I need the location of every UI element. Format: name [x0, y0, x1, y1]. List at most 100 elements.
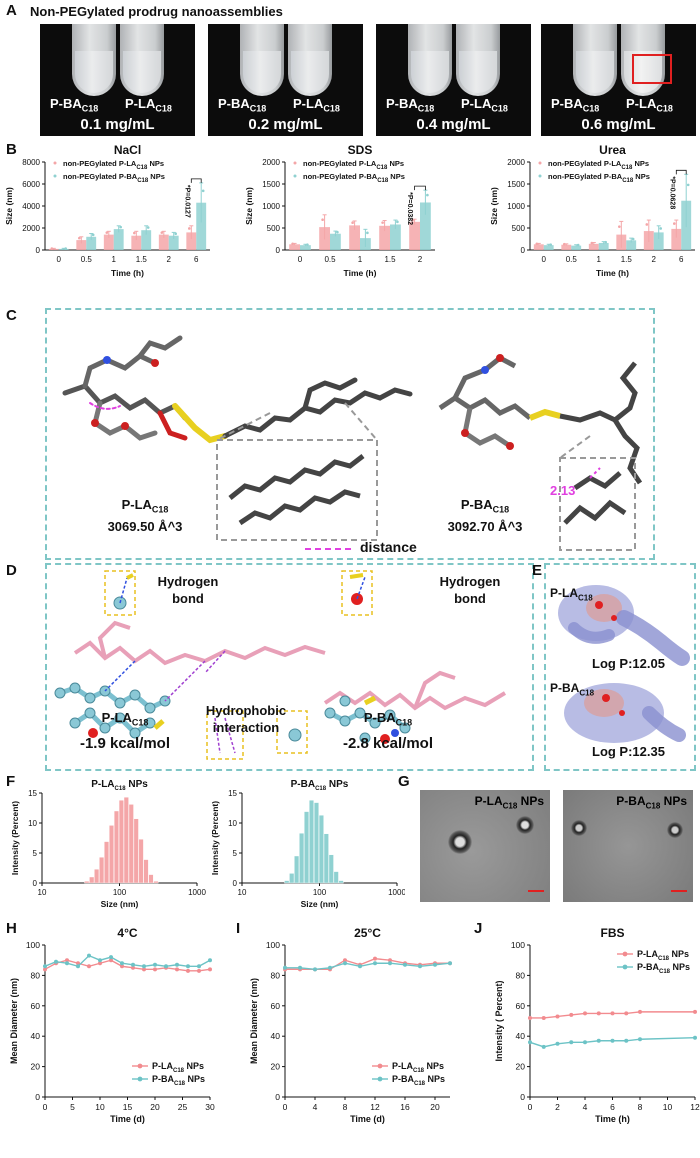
- x-tick-label: 0: [57, 255, 62, 264]
- bar: [131, 235, 142, 250]
- y-tick-label: 10: [28, 819, 37, 828]
- x-tick-label: 100: [113, 888, 127, 897]
- data-point: [336, 230, 339, 234]
- data-point: [555, 1014, 560, 1019]
- pla-binding-energy: -1.9 kcal/mol: [79, 735, 171, 752]
- y-tick-label: 0: [520, 1092, 525, 1102]
- x-tick-label: 8: [343, 1102, 348, 1112]
- data-point: [411, 218, 414, 222]
- data-point: [109, 958, 113, 963]
- y-tick-label: 20: [31, 1062, 41, 1072]
- x-tick-label: 2: [167, 255, 172, 264]
- y-tick-label: 100: [26, 940, 40, 950]
- vial-label-pba: P-BAC18: [551, 96, 600, 114]
- data-point: [366, 231, 369, 235]
- histogram-bar: [143, 859, 149, 884]
- y-tick-label: 500: [267, 224, 281, 233]
- data-point: [208, 958, 212, 963]
- data-point: [64, 247, 67, 250]
- y-tick-label: 20: [516, 1062, 526, 1072]
- bar: [186, 232, 197, 250]
- x-axis-label: Size (nm): [101, 899, 139, 909]
- x-axis-label: Size (nm): [301, 899, 339, 909]
- histogram-bar: [104, 841, 110, 884]
- series-line: [44, 959, 211, 972]
- vial-photo: P-BAC18 P-LAC18 0.2 mg/mL: [208, 24, 363, 136]
- x-tick-label: 6: [194, 255, 199, 264]
- data-point: [175, 967, 179, 972]
- data-point: [569, 1012, 574, 1017]
- vial-label-pba: P-BAC18: [50, 96, 99, 114]
- precipitate-highlight: [632, 54, 672, 84]
- y-axis-label: Mean Diameter (nm): [249, 978, 259, 1064]
- concentration-label: 0.2 mg/mL: [248, 116, 323, 133]
- data-point: [120, 964, 124, 969]
- histogram-bar: [328, 854, 334, 884]
- panel-label-e: E: [532, 562, 543, 579]
- bar: [113, 229, 124, 250]
- tem-particle: [667, 822, 683, 838]
- histogram-bar: [99, 856, 105, 884]
- y-tick-label: 10: [228, 819, 237, 828]
- data-point: [131, 962, 135, 967]
- x-tick-label: 100: [313, 888, 327, 897]
- data-point: [43, 964, 47, 969]
- bar: [598, 242, 609, 250]
- pla-name-e: P-LAC18: [550, 586, 593, 603]
- y-tick-label: 0: [35, 1092, 40, 1102]
- panel-label-j: J: [474, 920, 483, 937]
- chart-title: NaCl: [114, 143, 141, 157]
- vial-tube: [120, 24, 164, 96]
- data-point: [381, 221, 384, 224]
- legend-label: P-LAC18 NPs: [392, 1061, 444, 1074]
- bar: [86, 236, 97, 250]
- data-point: [54, 959, 58, 964]
- data-point: [76, 961, 80, 966]
- tem-label-pba: P-BAC18 NPs: [616, 794, 687, 811]
- legend-label: P-LAC18 NPs: [152, 1061, 204, 1074]
- histogram-bar: [308, 800, 314, 884]
- data-point: [403, 962, 407, 967]
- vial-tube: [456, 24, 500, 96]
- panel-f-charts: 0 5 10 15 Intensity (Percent) Size (nm) P-LAC1…: [10, 779, 405, 909]
- y-tick-label: 0: [276, 246, 281, 255]
- bar: [289, 244, 300, 250]
- bar: [409, 221, 420, 250]
- data-point: [291, 242, 294, 246]
- data-point: [659, 227, 662, 230]
- tem-particle: [516, 816, 534, 834]
- legend-marker: [538, 174, 542, 178]
- vial-tube: [573, 24, 617, 96]
- pba-name-e: P-BAC18: [550, 681, 595, 698]
- data-point: [645, 223, 649, 226]
- bar: [349, 225, 360, 250]
- histogram-bar: [333, 871, 339, 884]
- y-tick-label: 60: [31, 1001, 41, 1011]
- histogram-bar: [153, 880, 159, 884]
- data-point: [201, 189, 205, 193]
- bar: [103, 234, 114, 250]
- histogram-bar: [338, 880, 344, 884]
- tem-image-pla: P-LAC18 NPs: [420, 790, 550, 902]
- y-tick-label: 5: [233, 849, 238, 858]
- molecule-pla-zoom: [228, 454, 365, 526]
- pla-name-c: P-LAC18: [121, 497, 169, 515]
- panel-label-b: B: [6, 141, 17, 158]
- x-tick-label: 5: [70, 1102, 75, 1112]
- histogram-bar: [133, 818, 139, 884]
- hbond-label-right: Hydrogen bond: [439, 574, 501, 606]
- data-point: [131, 965, 135, 970]
- data-point: [50, 247, 54, 250]
- data-point: [343, 961, 347, 966]
- data-point: [418, 964, 422, 969]
- x-tick-label: 16: [400, 1102, 410, 1112]
- data-point: [388, 961, 392, 966]
- legend-label: non-PEGylated P-BAC18 NPs: [63, 172, 165, 184]
- chart-sds: 0 500 1000 1500 2000 Size (nm) Time (h) SDS 0 0.5…: [244, 143, 435, 278]
- y-tick-label: 20: [271, 1062, 281, 1072]
- histogram-bar: [299, 833, 305, 884]
- panel-label-h: H: [6, 920, 17, 937]
- distance-value: 2.13: [550, 483, 576, 498]
